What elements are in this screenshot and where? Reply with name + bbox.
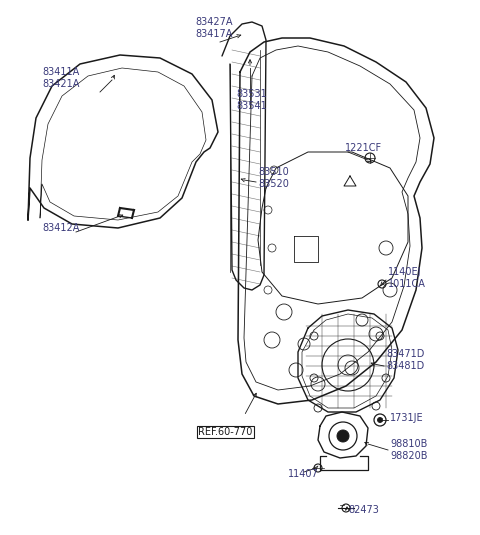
Text: 98810B
98820B: 98810B 98820B	[390, 439, 428, 461]
Text: 83427A
83417A: 83427A 83417A	[195, 17, 232, 39]
Text: 83471D
83481D: 83471D 83481D	[386, 349, 424, 371]
Text: 1140EJ
1011CA: 1140EJ 1011CA	[388, 267, 426, 289]
Text: 1221CF: 1221CF	[345, 143, 382, 153]
Text: 1731JE: 1731JE	[390, 413, 424, 423]
Text: 83411A
83421A: 83411A 83421A	[42, 67, 79, 89]
Text: 83510
83520: 83510 83520	[258, 167, 289, 189]
Text: 83412A: 83412A	[42, 223, 79, 233]
Circle shape	[337, 430, 349, 442]
Text: REF.60-770: REF.60-770	[198, 427, 252, 437]
Text: 11407: 11407	[288, 469, 319, 479]
Text: 82473: 82473	[348, 505, 379, 515]
Circle shape	[377, 417, 383, 423]
Text: 83531
83541: 83531 83541	[236, 89, 267, 111]
